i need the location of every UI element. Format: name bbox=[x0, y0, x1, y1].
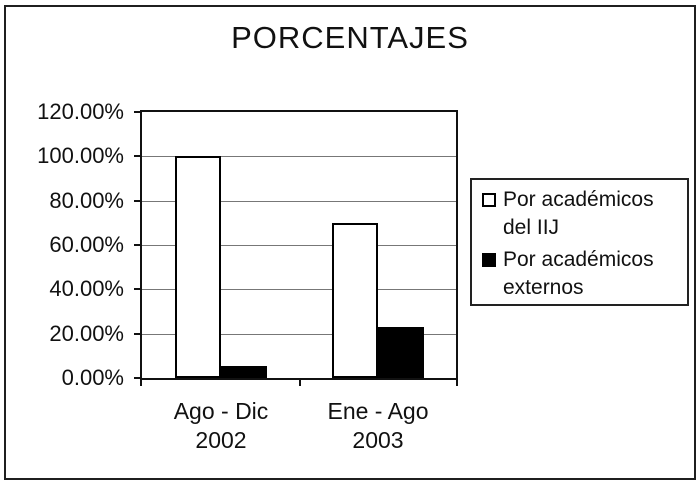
y-axis-tick bbox=[134, 244, 141, 246]
legend-marker-black-square-icon bbox=[482, 253, 496, 267]
gridline-80 bbox=[142, 201, 456, 202]
y-axis-tick bbox=[134, 377, 141, 379]
y-axis-tick bbox=[134, 333, 141, 335]
x-axis-tick bbox=[140, 378, 142, 386]
bar-series-0-cat-1 bbox=[332, 223, 378, 378]
y-axis-tick-label: 80.00% bbox=[49, 188, 124, 213]
gridline-40 bbox=[142, 289, 456, 290]
legend-item-0: Por académicos del IIJ bbox=[482, 186, 683, 242]
y-axis-tick-label: 60.00% bbox=[49, 232, 124, 257]
y-axis-tick-label: 0.00% bbox=[61, 365, 124, 390]
gridline-20 bbox=[142, 334, 456, 335]
y-axis-tick bbox=[134, 111, 141, 113]
x-axis-label-line: Ene - Ago bbox=[327, 398, 429, 424]
plot-area bbox=[140, 110, 458, 380]
x-axis-label-line: 2003 bbox=[352, 427, 404, 453]
x-axis-label-line: 2002 bbox=[195, 427, 247, 453]
gridline-60 bbox=[142, 245, 456, 246]
y-axis-tick bbox=[134, 200, 141, 202]
x-axis-tick bbox=[456, 378, 458, 386]
y-axis-tick-label: 120.00% bbox=[37, 99, 124, 124]
y-axis-tick-label: 40.00% bbox=[49, 276, 124, 301]
legend-label: Por académicos externos bbox=[503, 248, 654, 299]
legend-item-1: Por académicos externos bbox=[482, 246, 683, 302]
legend-label: Por académicos del IIJ bbox=[503, 188, 654, 239]
x-axis-tick bbox=[299, 378, 301, 386]
legend-marker-white-square-icon bbox=[482, 193, 496, 207]
chart-title: PORCENTAJES bbox=[231, 20, 469, 55]
gridline-100 bbox=[142, 156, 456, 157]
y-axis-tick-label: 100.00% bbox=[37, 143, 124, 168]
bar-series-1-cat-0 bbox=[221, 366, 267, 378]
legend: Por académicos del IIJ Por académicos ext… bbox=[470, 178, 689, 306]
bar-series-0-cat-0 bbox=[175, 156, 221, 378]
x-axis-label-line: Ago - Dic bbox=[173, 398, 269, 424]
y-axis-tick-label: 20.00% bbox=[49, 321, 124, 346]
bar-series-1-cat-1 bbox=[378, 327, 424, 378]
x-axis-category-label: Ago - Dic 2002 bbox=[136, 397, 306, 455]
y-axis-tick bbox=[134, 155, 141, 157]
y-axis-tick bbox=[134, 288, 141, 290]
x-axis-category-label: Ene - Ago 2003 bbox=[293, 397, 463, 455]
